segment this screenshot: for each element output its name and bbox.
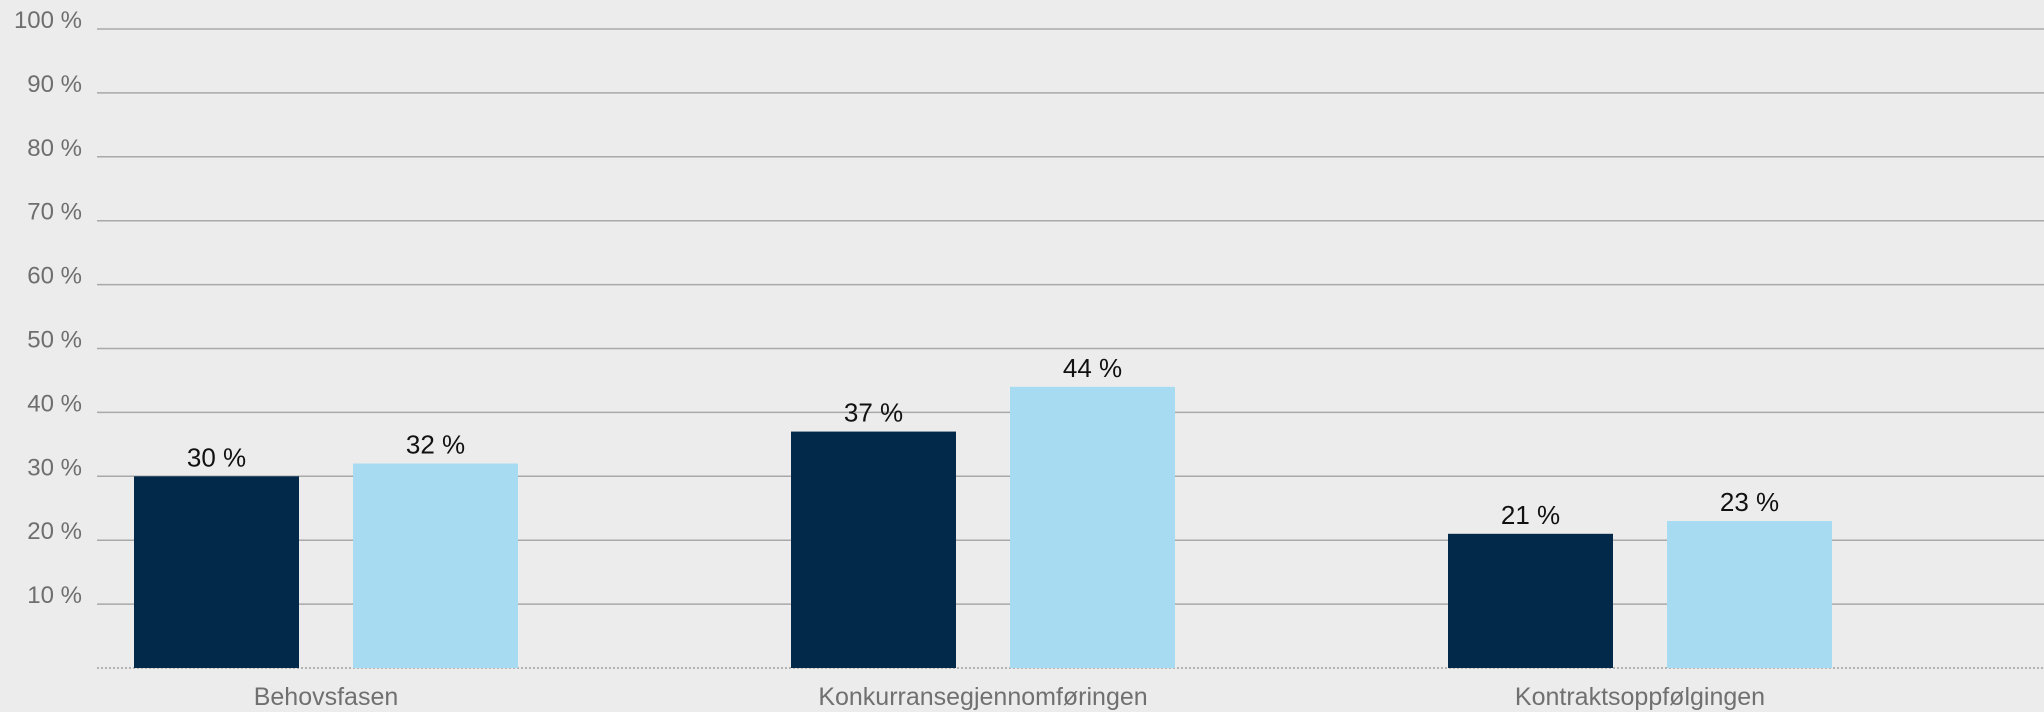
data-label: 37 % bbox=[844, 398, 903, 428]
bar bbox=[134, 476, 299, 668]
data-labels: 30 % 32 % 37 % 44 % 21 % 23 % bbox=[187, 353, 1779, 530]
y-tick-label: 20 % bbox=[27, 518, 82, 545]
data-label: 30 % bbox=[187, 442, 246, 472]
y-tick-label: 50 % bbox=[27, 327, 82, 354]
bar bbox=[353, 463, 518, 668]
y-tick-label: 90 % bbox=[27, 71, 82, 98]
bars bbox=[134, 386, 1832, 668]
data-label: 32 % bbox=[406, 430, 465, 460]
y-tick-label: 80 % bbox=[27, 135, 82, 162]
x-category-label: Kontraktsoppfølgingen bbox=[1515, 683, 1765, 711]
x-category-label: Konkurransegjennomføringen bbox=[818, 683, 1147, 711]
y-axis-ticks: 10 % 20 % 30 % 40 % 50 % 60 % 70 % 80 % 90 % 100 … bbox=[14, 7, 82, 609]
x-axis-categories: Behovsfasen Konkurransegjennomføringen Kon… bbox=[254, 683, 1765, 711]
data-label: 44 % bbox=[1063, 353, 1122, 383]
y-tick-label: 100 % bbox=[14, 7, 82, 34]
bar bbox=[1448, 533, 1613, 668]
y-tick-label: 10 % bbox=[27, 582, 82, 609]
y-tick-label: 30 % bbox=[27, 454, 82, 481]
bar bbox=[791, 431, 956, 668]
bar bbox=[1667, 521, 1832, 668]
y-tick-label: 60 % bbox=[27, 263, 82, 290]
data-label: 23 % bbox=[1720, 487, 1779, 517]
data-label: 21 % bbox=[1501, 500, 1560, 530]
bar bbox=[1010, 386, 1175, 668]
x-category-label: Behovsfasen bbox=[254, 683, 399, 711]
y-tick-label: 70 % bbox=[27, 199, 82, 226]
y-tick-label: 40 % bbox=[27, 390, 82, 417]
